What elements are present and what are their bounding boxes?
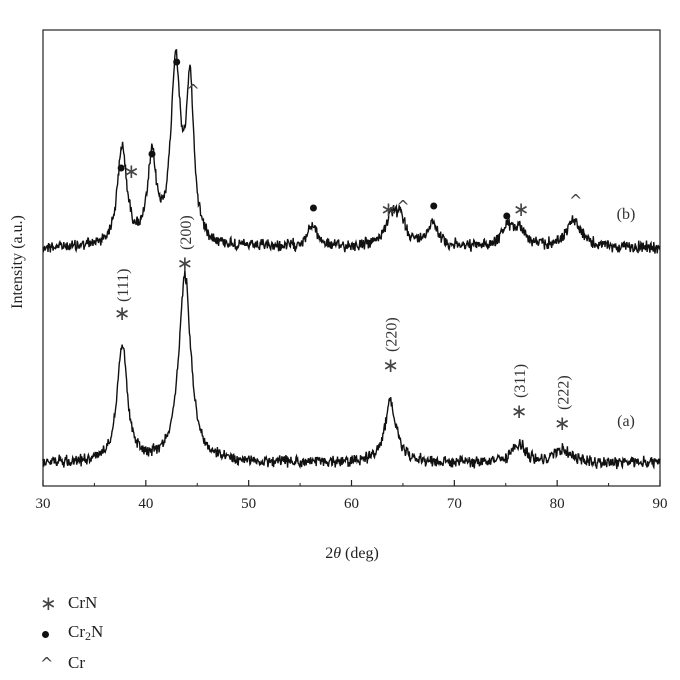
caret-icon: ^ [40, 653, 54, 673]
x-tick-label: 80 [550, 496, 565, 512]
hkl-label: (220) [384, 317, 401, 352]
cr2n-dot-marker [173, 58, 181, 66]
dot-icon [40, 623, 68, 643]
y-axis-label: Intensity (a.u.) [9, 215, 26, 309]
legend-label: Cr [68, 653, 85, 672]
cr2n-dot-marker [430, 202, 438, 210]
cr2n-dot-marker [309, 204, 317, 212]
legend-item-crn: ∗ CrN [40, 588, 103, 618]
series-line-b [42, 48, 661, 254]
series-line-a [42, 270, 661, 470]
crn-star-marker: ∗ [554, 411, 571, 435]
star-icon: ∗ [40, 591, 57, 615]
hkl-label: (311) [512, 364, 529, 398]
series-label: (a) [617, 413, 635, 430]
crn-star-marker: ∗ [380, 197, 397, 221]
cr-caret-marker: ^ [396, 197, 409, 216]
cr2n-dot-marker [117, 164, 125, 172]
legend-item-cr2n: Cr2N [40, 618, 103, 648]
x-tick-label: 40 [138, 496, 153, 512]
cr2n-dot-marker [148, 150, 156, 158]
cr2n-dot-marker [503, 212, 511, 220]
x-tick-label: 50 [241, 496, 256, 512]
legend-item-cr: ^ Cr [40, 648, 103, 678]
crn-star-marker: ∗ [123, 159, 140, 183]
x-tick-label: 30 [36, 496, 51, 512]
series-label: (b) [617, 206, 636, 223]
hkl-label: (222) [555, 375, 572, 410]
cr-caret-marker: ^ [186, 81, 199, 100]
x-tick-label: 70 [447, 496, 462, 512]
crn-star-marker: ∗ [513, 197, 530, 221]
x-tick-label: 60 [344, 496, 359, 512]
legend: ∗ CrN Cr2N ^ Cr [40, 588, 103, 678]
x-tick-label: 90 [653, 496, 668, 512]
legend-label: Cr2N [68, 622, 104, 643]
legend-label: CrN [68, 593, 98, 612]
cr-caret-marker: ^ [569, 191, 582, 210]
hkl-label: (200) [178, 215, 195, 250]
hkl-label: (111) [115, 269, 132, 302]
crn-star-marker: ∗ [382, 353, 399, 377]
x-axis-label: 2θ (deg) [325, 545, 379, 562]
crn-star-marker: ∗ [511, 399, 528, 423]
crn-star-marker: ∗ [114, 301, 131, 325]
crn-star-marker: ∗ [177, 251, 194, 275]
xrd-chart: (b)(a) ∗^∗ ^ ∗ ^∗(111)∗(200)∗(220)∗(311)∗(2… [9, 29, 668, 562]
